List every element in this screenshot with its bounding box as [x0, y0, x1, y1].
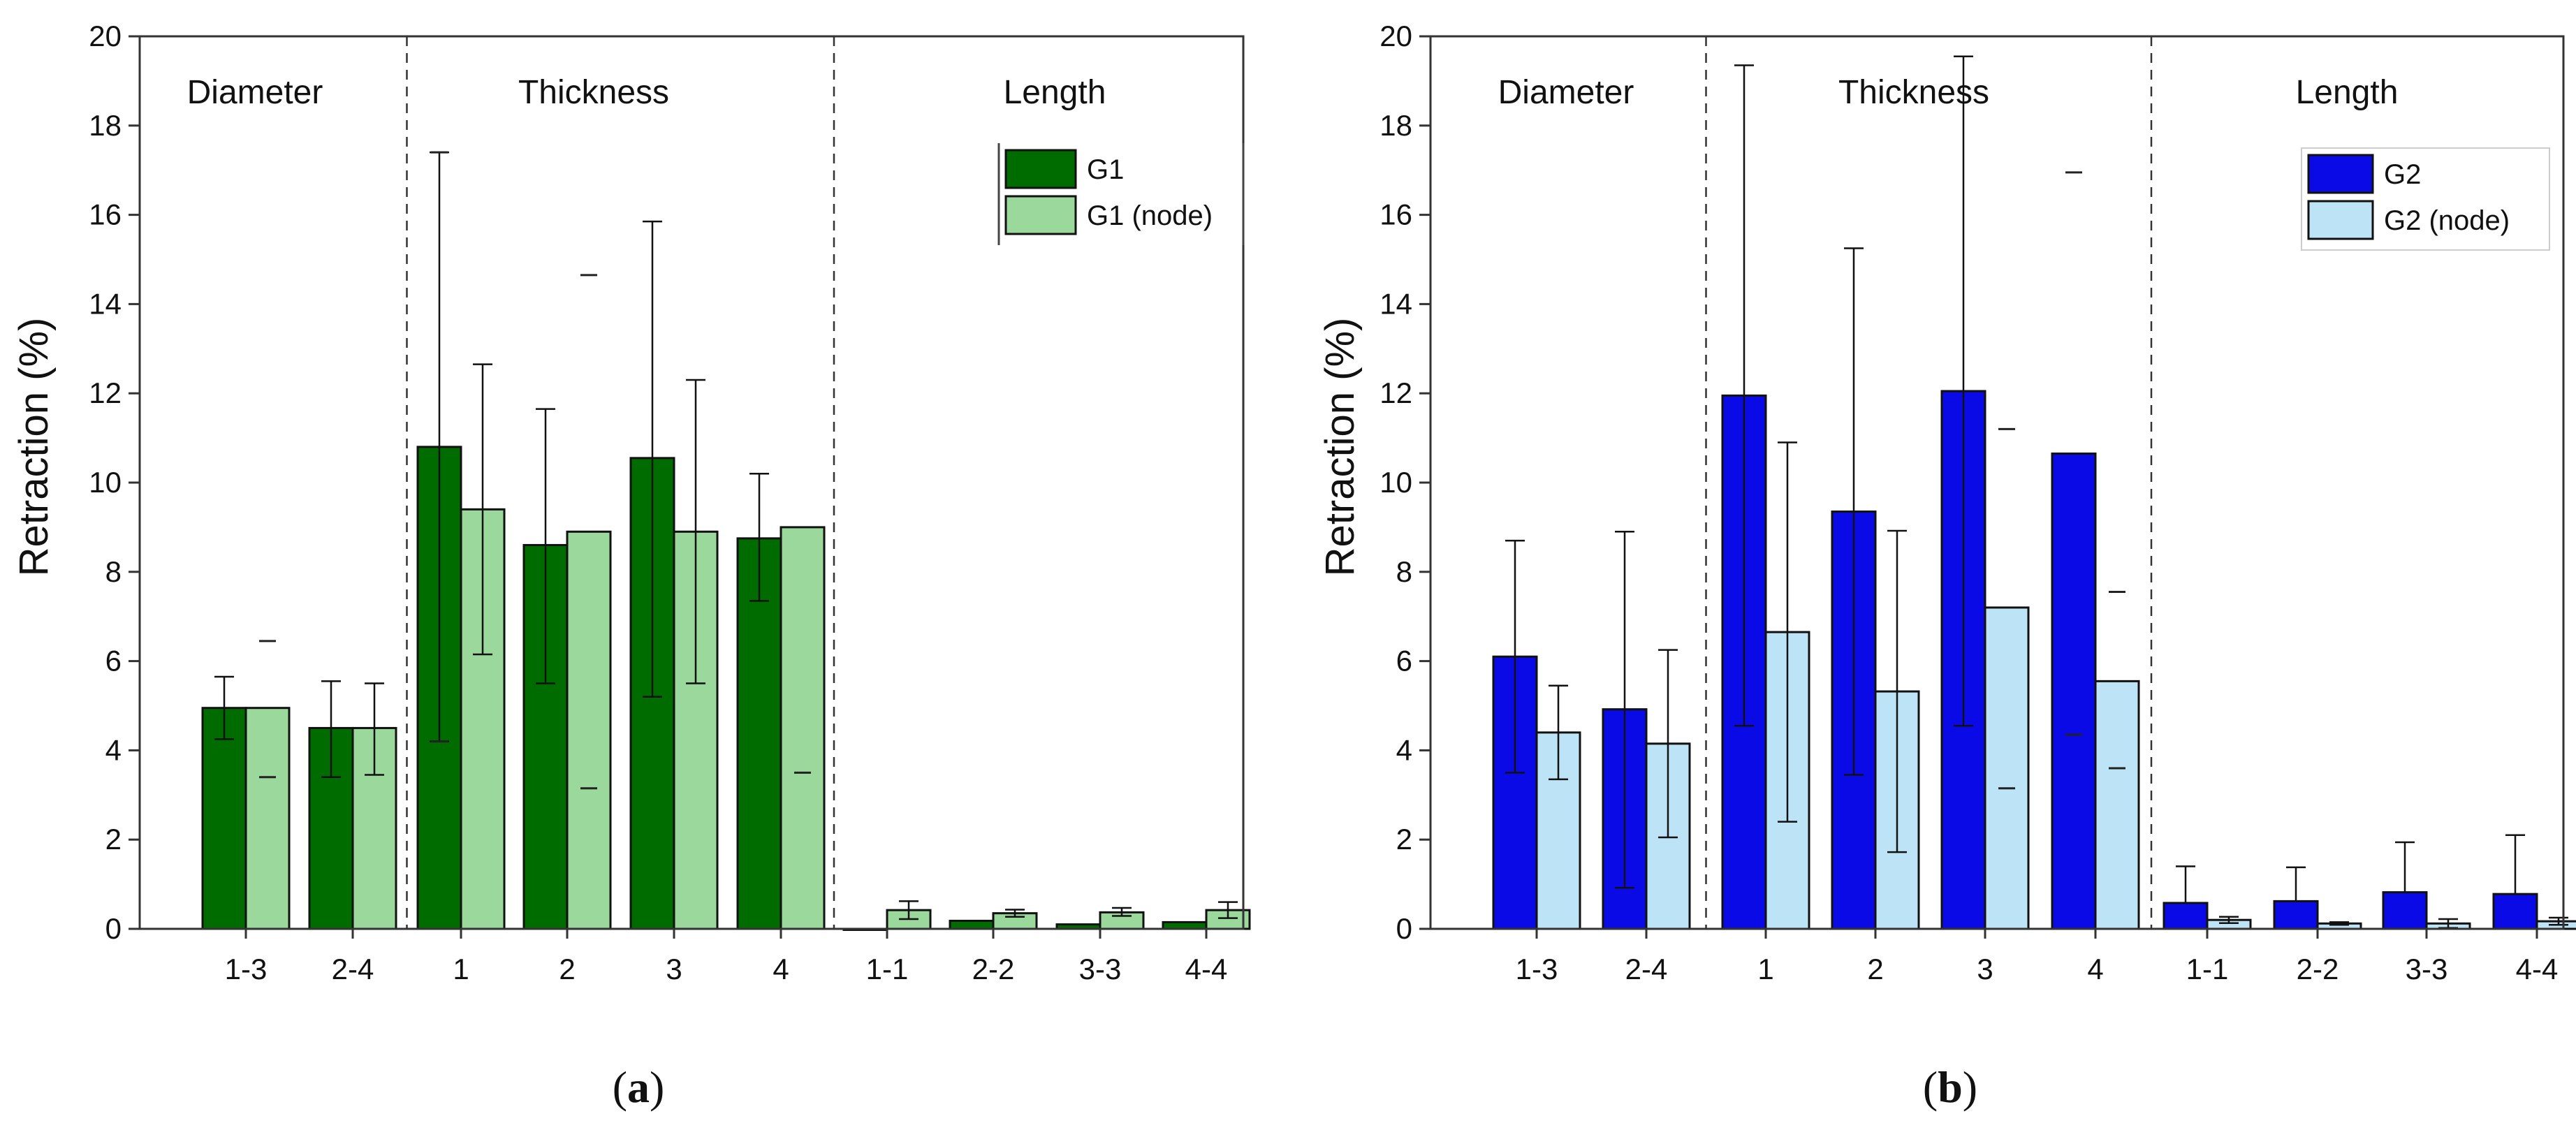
- bar: [2051, 452, 2097, 930]
- y-tick-label: 2: [1396, 823, 1412, 856]
- legend-label: G1: [1087, 154, 1124, 185]
- x-tick-label: 1: [1757, 953, 1773, 985]
- x-tick-label: 1-1: [866, 953, 909, 985]
- panel-a-bars: [201, 446, 1251, 931]
- panel-a-outlier-markers: [259, 151, 811, 790]
- bar: [1984, 606, 2030, 930]
- panel-b-y-axis-label: Retraction (%): [1317, 318, 1363, 577]
- bar: [244, 707, 291, 930]
- panel-b-letter: b: [1938, 1062, 1963, 1112]
- y-tick-label: 20: [1380, 20, 1412, 52]
- y-tick-label: 12: [89, 376, 122, 409]
- y-tick-label: 8: [105, 555, 122, 588]
- x-tick-label: 1-1: [2186, 953, 2229, 985]
- section-label: Length: [1004, 74, 1106, 111]
- x-tick-label: 3-3: [1079, 953, 1122, 985]
- y-tick-label: 20: [89, 20, 122, 52]
- y-tick-label: 10: [1380, 466, 1412, 499]
- bar: [2492, 893, 2538, 930]
- panel-a-error-bars: [214, 151, 1238, 920]
- panel-b-y-axis: 0 2 4 6 8 10 12 14 16 18 20: [1380, 20, 1430, 945]
- bar: [2162, 902, 2209, 930]
- x-tick-label: 2-4: [332, 953, 374, 985]
- y-tick-label: 16: [1380, 198, 1412, 231]
- section-label: Diameter: [1498, 74, 1634, 111]
- panel-b-x-axis: 1-3 2-4 1 2 3 4 1-1 2-2 3-3 4-4: [1516, 929, 2559, 985]
- x-tick-label: 4: [773, 953, 789, 985]
- x-tick-label: 4-4: [2516, 953, 2559, 985]
- bar: [566, 530, 612, 930]
- bar: [201, 707, 247, 930]
- panel-b-section-dividers: [1705, 36, 2153, 929]
- bar: [949, 919, 995, 930]
- panel-a-section-labels: Diameter Thickness Length: [187, 74, 1106, 111]
- x-tick-label: 3: [666, 953, 682, 985]
- y-tick-label: 6: [1396, 645, 1412, 677]
- x-tick-label: 1-3: [225, 953, 268, 985]
- y-tick-label: 2: [105, 823, 122, 856]
- y-tick-label: 14: [89, 287, 122, 320]
- y-tick-label: 18: [1380, 109, 1412, 142]
- y-tick-label: 4: [1396, 733, 1412, 766]
- panel-a-caption: (a): [613, 1062, 665, 1112]
- legend-swatch: [1004, 149, 1077, 189]
- panel-a-y-axis: 0 2 4 6 8 10 12 14 16 18 20: [89, 20, 140, 945]
- panel-a-x-axis: 1-3 2-4 1 2 3 4 1-1 2-2 3-3 4-4: [225, 929, 1228, 985]
- x-tick-label: 3: [1977, 953, 1993, 985]
- section-label: Diameter: [187, 74, 323, 111]
- x-tick-label: 4-4: [1185, 953, 1228, 985]
- bar: [780, 526, 826, 930]
- bar: [2094, 680, 2140, 930]
- legend-swatch: [1004, 195, 1077, 235]
- panel-b-outlier-markers: [1998, 171, 2125, 790]
- x-tick-label: 2: [559, 953, 575, 985]
- panel-a-section-dividers: [406, 36, 835, 929]
- y-tick-label: 4: [105, 733, 122, 766]
- panel-a-letter: a: [627, 1062, 650, 1112]
- x-tick-label: 4: [2087, 953, 2103, 985]
- x-tick-label: 2-4: [1625, 953, 1668, 985]
- section-label: Thickness: [1838, 74, 1989, 111]
- x-tick-label: 1: [453, 953, 469, 985]
- legend-label: G2 (node): [2384, 205, 2510, 236]
- x-tick-label: 2: [1867, 953, 1883, 985]
- legend-swatch: [2307, 154, 2374, 194]
- panel-b-error-bars: [1505, 55, 2568, 929]
- y-tick-label: 6: [105, 645, 122, 677]
- x-tick-label: 2-2: [972, 953, 1015, 985]
- bar: [2273, 900, 2319, 930]
- x-tick-label: 3-3: [2406, 953, 2448, 985]
- panel-b-bars: [1492, 390, 2576, 930]
- panel-a-y-axis-label: Retraction (%): [11, 318, 57, 577]
- y-tick-label: 14: [1380, 287, 1412, 320]
- section-label: Length: [2296, 74, 2399, 111]
- y-tick-label: 10: [89, 466, 122, 499]
- panel-b-legend: G2 G2 (node): [2301, 147, 2550, 251]
- y-tick-label: 16: [89, 198, 122, 231]
- section-label: Thickness: [518, 74, 669, 111]
- panel-b-section-labels: Diameter Thickness Length: [1498, 74, 2399, 111]
- bar: [2382, 891, 2428, 930]
- panel-a-legend: G1 G1 (node): [997, 143, 1245, 245]
- legend-label: G1 (node): [1087, 200, 1213, 231]
- legend-label: G2: [2384, 159, 2421, 190]
- y-tick-label: 0: [1396, 912, 1412, 945]
- y-tick-label: 8: [1396, 555, 1412, 588]
- x-tick-label: 2-2: [2297, 953, 2339, 985]
- y-tick-label: 12: [1380, 376, 1412, 409]
- x-tick-label: 1-3: [1516, 953, 1558, 985]
- panel-b-caption: (b): [1923, 1062, 1977, 1112]
- y-tick-label: 0: [105, 912, 122, 945]
- y-tick-label: 18: [89, 109, 122, 142]
- legend-swatch: [2307, 200, 2374, 240]
